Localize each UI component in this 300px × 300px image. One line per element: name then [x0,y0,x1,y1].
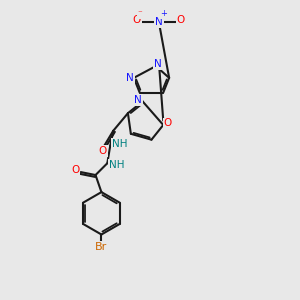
Text: N: N [155,17,163,27]
Text: O: O [133,15,141,26]
Text: +: + [160,9,167,18]
Text: O: O [71,165,80,175]
Text: O: O [177,15,185,26]
Text: N: N [126,73,134,83]
Text: ⁻: ⁻ [137,9,142,18]
Text: N: N [134,95,142,105]
Text: N: N [154,59,162,69]
Text: Br: Br [95,242,107,252]
Text: NH: NH [112,139,128,149]
Text: NH: NH [109,160,124,170]
Text: O: O [164,118,172,128]
Text: O: O [99,146,107,156]
